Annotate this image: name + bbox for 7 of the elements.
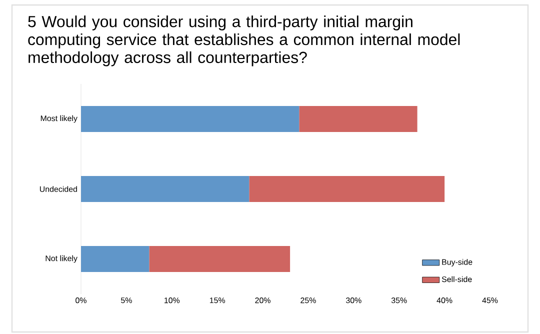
bar bbox=[299, 106, 418, 132]
chart-title: 5 Would you consider using a third-party initial margin computing service that establishes a common internal model methodology across all counterparties? bbox=[28, 16, 460, 66]
bar bbox=[249, 176, 445, 202]
bar bbox=[81, 246, 150, 272]
bar bbox=[81, 106, 300, 132]
bar bbox=[81, 176, 250, 202]
bar bbox=[149, 246, 290, 272]
